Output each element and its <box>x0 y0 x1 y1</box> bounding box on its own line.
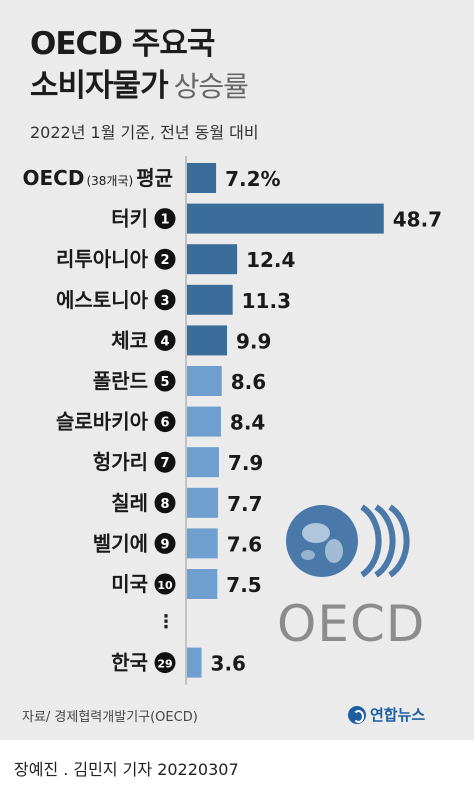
rank-number-5: 5 <box>160 375 169 390</box>
bar-5 <box>187 366 222 396</box>
bar-0 <box>187 163 217 193</box>
infographic-card: OECD 주요국 소비자물가 상승률 2022년 1월 기준, 전년 동월 대비 … <box>0 0 474 740</box>
value-label-9: 7.6 <box>227 532 262 556</box>
rank-number-3: 3 <box>160 294 169 309</box>
category-label-1: 터키 <box>111 207 148 231</box>
gap-marker: ⋮ <box>157 611 175 632</box>
bar-10 <box>187 569 218 599</box>
rank-badge-3 <box>154 289 176 311</box>
bar-chart: 7.2%OECD (38개국) 평균48.71터키12.42리투아니아11.33에스… <box>23 156 442 685</box>
rank-badge-5 <box>154 370 176 392</box>
rank-badge-11 <box>154 652 176 674</box>
brand-logo: 연합뉴스 <box>348 704 425 725</box>
logo-arc <box>388 504 410 578</box>
value-label-2: 12.4 <box>246 248 295 272</box>
rank-number-4: 4 <box>160 334 169 349</box>
value-label-10: 7.5 <box>226 573 261 597</box>
value-label-1: 48.7 <box>393 208 442 232</box>
bar-4 <box>187 325 227 356</box>
category-label-0: OECD (38개국) 평균 <box>23 166 173 190</box>
bar-11 <box>187 647 202 678</box>
rank-badge-4 <box>154 329 176 351</box>
bar-6 <box>187 406 221 437</box>
rank-number-8: 8 <box>160 497 169 512</box>
category-label-part: OECD <box>23 166 85 190</box>
rank-badge-9 <box>154 532 176 554</box>
bar-2 <box>187 244 238 275</box>
category-label-3: 에스토니아 <box>56 288 149 312</box>
bar-7 <box>187 447 219 478</box>
value-label-0: 7.2% <box>225 167 280 191</box>
rank-badge-6 <box>154 411 176 433</box>
oecd-logo-text: OECD <box>277 595 425 653</box>
rank-number-11: 29 <box>157 658 172 671</box>
category-label-5: 폴란드 <box>93 369 148 393</box>
rank-number-10: 10 <box>157 579 173 592</box>
value-label-7: 7.9 <box>228 451 263 475</box>
category-label-6: 슬로바키아 <box>56 410 149 434</box>
rank-number-9: 9 <box>160 537 169 552</box>
yonhap-icon <box>348 705 366 724</box>
value-label-8: 7.7 <box>227 492 262 516</box>
title-bold: 소비자물가 <box>30 68 169 104</box>
rank-number-2: 2 <box>160 253 169 268</box>
rank-badge-1 <box>154 208 176 230</box>
rank-badge-2 <box>154 248 176 270</box>
category-label-11: 한국 <box>111 651 148 675</box>
logo-arc <box>360 504 382 578</box>
value-label-5: 8.6 <box>231 370 266 394</box>
bar-9 <box>187 528 218 559</box>
credit-line: 장예진 . 김민지 기자 20220307 <box>14 760 239 779</box>
title-line-1: OECD 주요국 <box>30 26 215 62</box>
bar-8 <box>187 487 219 518</box>
category-label-7: 헝가리 <box>93 450 148 474</box>
title-line-2: 소비자물가 상승률 <box>30 60 249 105</box>
category-label-part: 평균 <box>136 166 173 190</box>
source-note: 자료/ 경제협력개발기구(OECD) <box>22 710 198 725</box>
category-label-2: 리투아니아 <box>56 247 149 271</box>
category-label-10: 미국 <box>111 572 148 596</box>
rank-badge-10 <box>154 573 176 595</box>
bar-1 <box>187 203 384 234</box>
bar-3 <box>187 284 233 315</box>
globe-continent <box>325 539 343 563</box>
logo-arc <box>374 504 396 578</box>
rank-badge-8 <box>154 492 176 514</box>
value-label-4: 9.9 <box>236 329 271 353</box>
value-label-6: 8.4 <box>230 411 265 435</box>
rank-number-7: 7 <box>160 456 169 471</box>
title-light: 상승률 <box>173 70 249 103</box>
rank-number-6: 6 <box>160 416 169 431</box>
category-label-8: 칠레 <box>111 491 148 515</box>
subtitle: 2022년 1월 기준, 전년 동월 대비 <box>30 123 259 142</box>
rank-number-1: 1 <box>160 213 169 228</box>
category-label-9: 벨기에 <box>93 531 148 555</box>
category-label-4: 체코 <box>111 328 148 352</box>
value-label-3: 11.3 <box>242 289 291 313</box>
brand-text: 연합뉴스 <box>370 706 426 724</box>
value-label-11: 3.6 <box>211 652 246 676</box>
globe-continent <box>302 523 330 543</box>
category-note: (38개국) <box>86 174 133 188</box>
rank-badge-7 <box>154 451 176 473</box>
globe-continent <box>301 550 315 560</box>
